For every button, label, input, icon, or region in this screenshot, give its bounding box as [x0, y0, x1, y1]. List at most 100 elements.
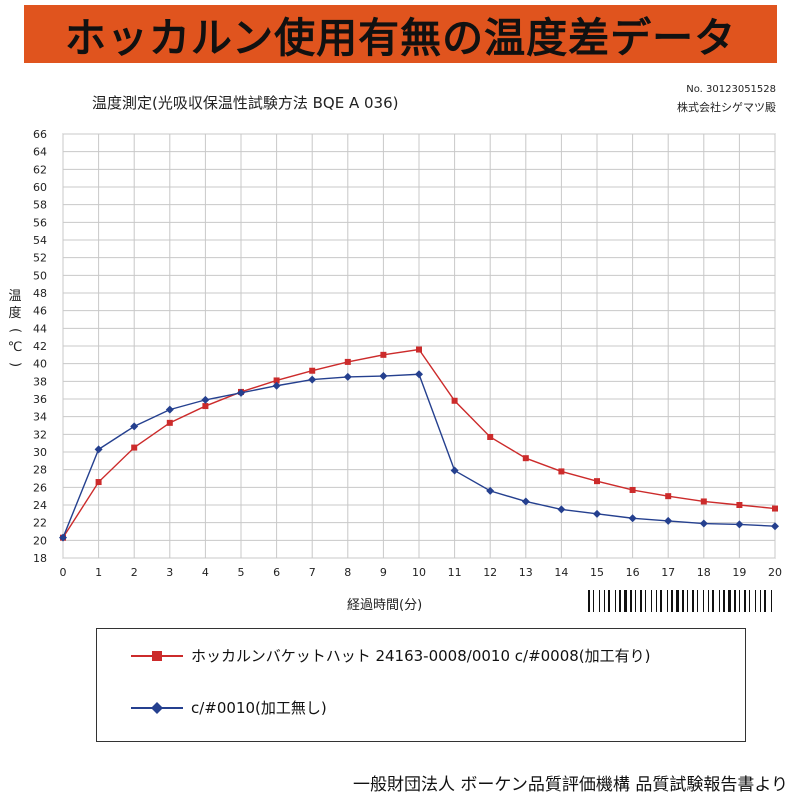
legend-item-untreated: c/#0010(加工無し): [131, 697, 327, 718]
barcode-bar: [640, 590, 642, 612]
blue-diamond-marker-icon: [131, 701, 183, 714]
x-tick-label: 12: [483, 566, 497, 579]
data-point-diamond: [272, 381, 281, 390]
y-tick-label: 40: [33, 358, 47, 371]
red-square-marker-icon: [131, 650, 183, 661]
x-tick-label: 16: [626, 566, 640, 579]
chart-subtitle: 温度測定(光吸収保温性試験方法 BQE A 036): [92, 94, 399, 112]
data-point-square: [131, 444, 138, 451]
y-tick-label: 44: [33, 322, 47, 335]
barcode-bar: [739, 590, 740, 612]
barcode-bar: [608, 590, 610, 612]
data-point-diamond: [628, 514, 637, 523]
x-tick-label: 2: [131, 566, 138, 579]
y-tick-label: 26: [33, 481, 47, 494]
barcode-bar: [667, 590, 668, 612]
y-tick-label: 52: [33, 252, 47, 265]
barcode-bar: [593, 590, 594, 612]
barcode-bar: [723, 590, 725, 612]
barcode-bar: [734, 590, 736, 612]
legend-item-treated: ホッカルンバケットハット 24163-0008/0010 c/#0008(加工有…: [131, 645, 651, 666]
data-point-diamond: [94, 445, 103, 454]
barcode-bar: [676, 590, 679, 612]
data-point-square: [451, 397, 458, 404]
y-tick-label: 58: [33, 199, 47, 212]
y-tick-label: 30: [33, 446, 47, 459]
barcode-bar: [728, 590, 731, 612]
data-point-diamond: [165, 405, 174, 414]
x-tick-label: 4: [202, 566, 209, 579]
data-point-diamond: [735, 520, 744, 529]
y-tick-label: 64: [33, 146, 47, 159]
data-point-diamond: [237, 388, 245, 397]
x-tick-label: 14: [554, 566, 568, 579]
data-point-diamond: [771, 522, 779, 531]
data-point-diamond: [59, 533, 67, 542]
barcode-bar: [660, 590, 662, 612]
data-point-diamond: [130, 422, 139, 431]
barcode-bar: [604, 590, 605, 612]
chart-grid: [62, 133, 776, 559]
barcode-bar: [755, 590, 756, 612]
data-point-diamond: [201, 395, 210, 404]
client-name: 株式会社シゲマツ殿: [677, 101, 776, 114]
x-tick-label: 5: [238, 566, 245, 579]
barcode-bar: [697, 590, 698, 612]
y-axis-ticks: 18 20 22 24 26 28 30 32 34 36 38 40 42 44 46 48 50 52 54 56…: [33, 128, 47, 565]
data-point-diamond: [521, 497, 530, 506]
barcode-bar: [771, 590, 772, 612]
y-tick-label: 46: [33, 305, 47, 318]
barcode-bar: [651, 590, 652, 612]
y-tick-label: 18: [33, 552, 47, 565]
data-point-square: [95, 479, 102, 486]
banner-title: ホッカルン使用有無の温度差データ: [64, 14, 737, 62]
y-axis-label: 温度 (℃): [6, 288, 24, 373]
y-tick-label: 28: [33, 464, 47, 477]
data-point-square: [344, 358, 351, 365]
barcode-bar: [682, 590, 684, 612]
data-point-square: [273, 377, 280, 384]
x-tick-label: 7: [309, 566, 316, 579]
x-tick-label: 8: [344, 566, 351, 579]
data-point-square: [522, 455, 529, 462]
y-tick-label: 38: [33, 375, 47, 388]
data-point-diamond: [593, 509, 601, 518]
x-tick-label: 18: [697, 566, 711, 579]
data-point-diamond: [557, 505, 566, 514]
barcode-bar: [645, 590, 646, 612]
barcode-bar: [764, 590, 766, 612]
y-axis-label-char: 温: [8, 289, 22, 304]
barcode-icon: [588, 590, 772, 612]
data-point-square: [416, 346, 422, 353]
y-tick-label: 34: [33, 411, 47, 424]
barcode-bar: [692, 590, 694, 612]
data-point-square: [736, 502, 743, 508]
x-tick-label: 6: [273, 566, 280, 579]
barcode-bar: [708, 590, 709, 612]
barcode-bar: [760, 590, 761, 612]
title-banner: ホッカルン使用有無の温度差データ: [24, 5, 777, 63]
barcode-bar: [624, 590, 627, 612]
barcode-bar: [619, 590, 621, 612]
x-tick-label: 11: [448, 566, 462, 579]
x-tick-label: 3: [166, 566, 173, 579]
data-point-square: [700, 498, 707, 505]
data-point-diamond: [308, 375, 317, 384]
x-tick-label: 19: [732, 566, 746, 579]
data-point-square: [380, 351, 387, 358]
barcode-bar: [599, 590, 600, 612]
y-tick-label: 54: [33, 234, 47, 247]
y-axis-label-char: ℃: [7, 340, 23, 355]
chart-series: [59, 346, 779, 542]
legend-label-treated: ホッカルンバケットハット 24163-0008/0010 c/#0008(加工有…: [191, 647, 651, 665]
y-tick-label: 62: [33, 163, 47, 176]
data-point-diamond: [664, 516, 673, 525]
y-axis-label-char: (: [7, 327, 23, 334]
data-point-square: [665, 493, 672, 500]
barcode-bar: [671, 590, 673, 612]
x-tick-label: 13: [519, 566, 533, 579]
y-axis-label-char: 度: [8, 306, 22, 321]
x-axis-ticks: 0 1 2 3 4 5 6 7 8 9 10 11 12 13 14 15 16 17 18 19 20: [60, 566, 783, 579]
y-tick-label: 50: [33, 269, 47, 282]
x-tick-label: 9: [380, 566, 387, 579]
